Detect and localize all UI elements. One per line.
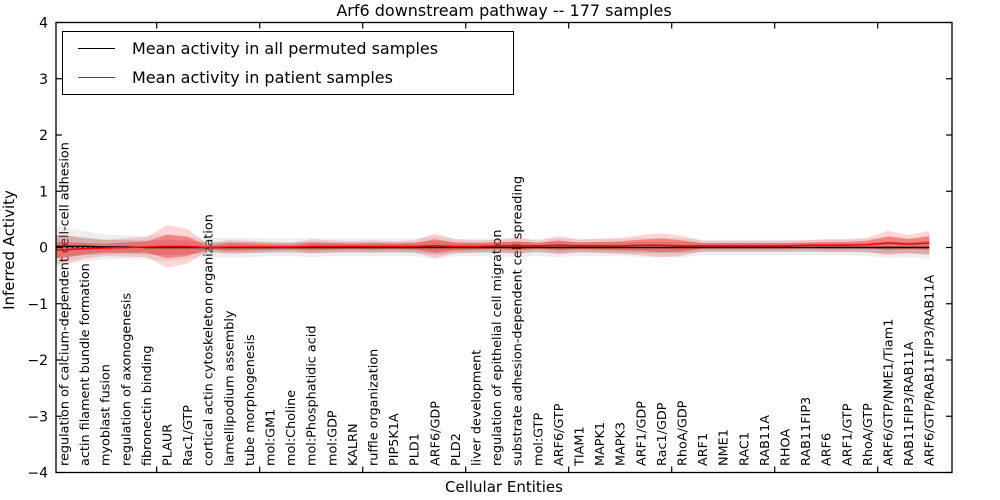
- y-tick-label: 1: [39, 184, 48, 200]
- entity-label: PLAUR: [161, 424, 176, 466]
- y-tick-label: 0: [39, 241, 48, 257]
- x-axis-ticks: [156, 22, 879, 473]
- y-axis-label: Inferred Activity: [0, 190, 18, 310]
- entity-label: regulation of epithelial cell migration: [490, 230, 505, 466]
- chart-title: Arf6 downstream pathway -- 177 samples: [336, 1, 672, 20]
- entity-label: liver development: [470, 350, 485, 466]
- entity-label: ARF1/GTP: [840, 403, 855, 466]
- line-permuted: [56, 245, 930, 249]
- entity-label: RAB11FIP3: [799, 397, 814, 466]
- legend: Mean activity in all permuted samples Me…: [62, 31, 514, 95]
- legend-entry-permuted: Mean activity in all permuted samples: [63, 38, 513, 60]
- entity-label: RAC1: [737, 432, 752, 466]
- y-tick-label: −4: [27, 466, 48, 482]
- entity-label: fibronectin binding: [140, 346, 155, 466]
- entity-label: ARF1/GDP: [634, 401, 649, 466]
- entity-label: regulation of calcium-dependent cell-cel…: [58, 142, 73, 466]
- line-patient: [56, 242, 930, 251]
- legend-entry-patient: Mean activity in patient samples: [63, 67, 513, 89]
- entity-label: mol:GM1: [264, 409, 279, 466]
- entity-label: ARF6/GDP: [428, 401, 443, 466]
- y-tick-label: −2: [27, 353, 48, 369]
- entity-label: mol:Choline: [284, 390, 299, 466]
- entity-label: ARF6: [820, 433, 835, 466]
- entity-label: tube morphogenesis: [243, 334, 258, 466]
- entity-label: ARF1: [696, 433, 711, 466]
- entity-label: RAB11FIP3/RAB11A: [902, 341, 917, 466]
- entity-label: lamellipodium assembly: [222, 310, 237, 466]
- entity-label: MAPK1: [593, 422, 608, 466]
- entity-label: mol:GTP: [531, 413, 546, 466]
- entity-label: mol:Phosphatidic acid: [305, 326, 320, 466]
- entity-label: ruffle organization: [367, 349, 382, 466]
- entity-label: actin filament bundle formation: [78, 263, 93, 466]
- y-tick-label: 2: [39, 128, 48, 144]
- entity-label: MAPK3: [614, 422, 629, 466]
- entity-label: PIP5K1A: [387, 413, 402, 466]
- entity-label: cortical actin cytoskeleton organization: [202, 214, 217, 466]
- entity-label: Rac1/GDP: [655, 402, 670, 466]
- legend-label-permuted: Mean activity in all permuted samples: [132, 39, 439, 58]
- legend-line-patient-icon: [78, 77, 115, 78]
- y-tick-label: −3: [27, 409, 48, 425]
- y-axis-ticks: −4 −3 −2 −1 0 1 2 3 4: [27, 16, 952, 482]
- entity-label: RAB11A: [758, 415, 773, 466]
- entity-label: Rac1/GTP: [181, 405, 196, 466]
- y-tick-label: −1: [27, 297, 48, 313]
- entity-label: substrate adhesion-dependent cell spread…: [511, 176, 526, 466]
- entity-label: PLD1: [408, 433, 423, 466]
- entity-label: regulation of axonogenesis: [119, 293, 134, 466]
- y-tick-label: 4: [39, 16, 48, 32]
- entity-label: mol:GDP: [325, 410, 340, 466]
- entity-label: myoblast fusion: [99, 364, 114, 466]
- legend-label-patient: Mean activity in patient samples: [132, 68, 393, 87]
- x-entity-labels: regulation of calcium-dependent cell-cel…: [58, 142, 938, 467]
- entity-label: ARF6/GTP: [552, 403, 567, 466]
- y-tick-label: 3: [39, 72, 48, 88]
- entity-label: TIAM1: [573, 426, 588, 467]
- entity-label: PLD2: [449, 433, 464, 466]
- entity-label: KALRN: [346, 423, 361, 466]
- entity-label: NME1: [717, 429, 732, 466]
- entity-label: RhoA/GDP: [676, 400, 691, 466]
- legend-line-permuted-icon: [78, 48, 115, 49]
- x-axis-label: Cellular Entities: [445, 478, 563, 496]
- entity-label: ARF6/GTP/RAB11FIP3/RAB11A: [923, 275, 938, 466]
- entity-label: RhoA/GTP: [861, 403, 876, 466]
- entity-label: RHOA: [779, 429, 794, 466]
- entity-label: ARF6/GTP/NME1/Tiam1: [882, 319, 897, 466]
